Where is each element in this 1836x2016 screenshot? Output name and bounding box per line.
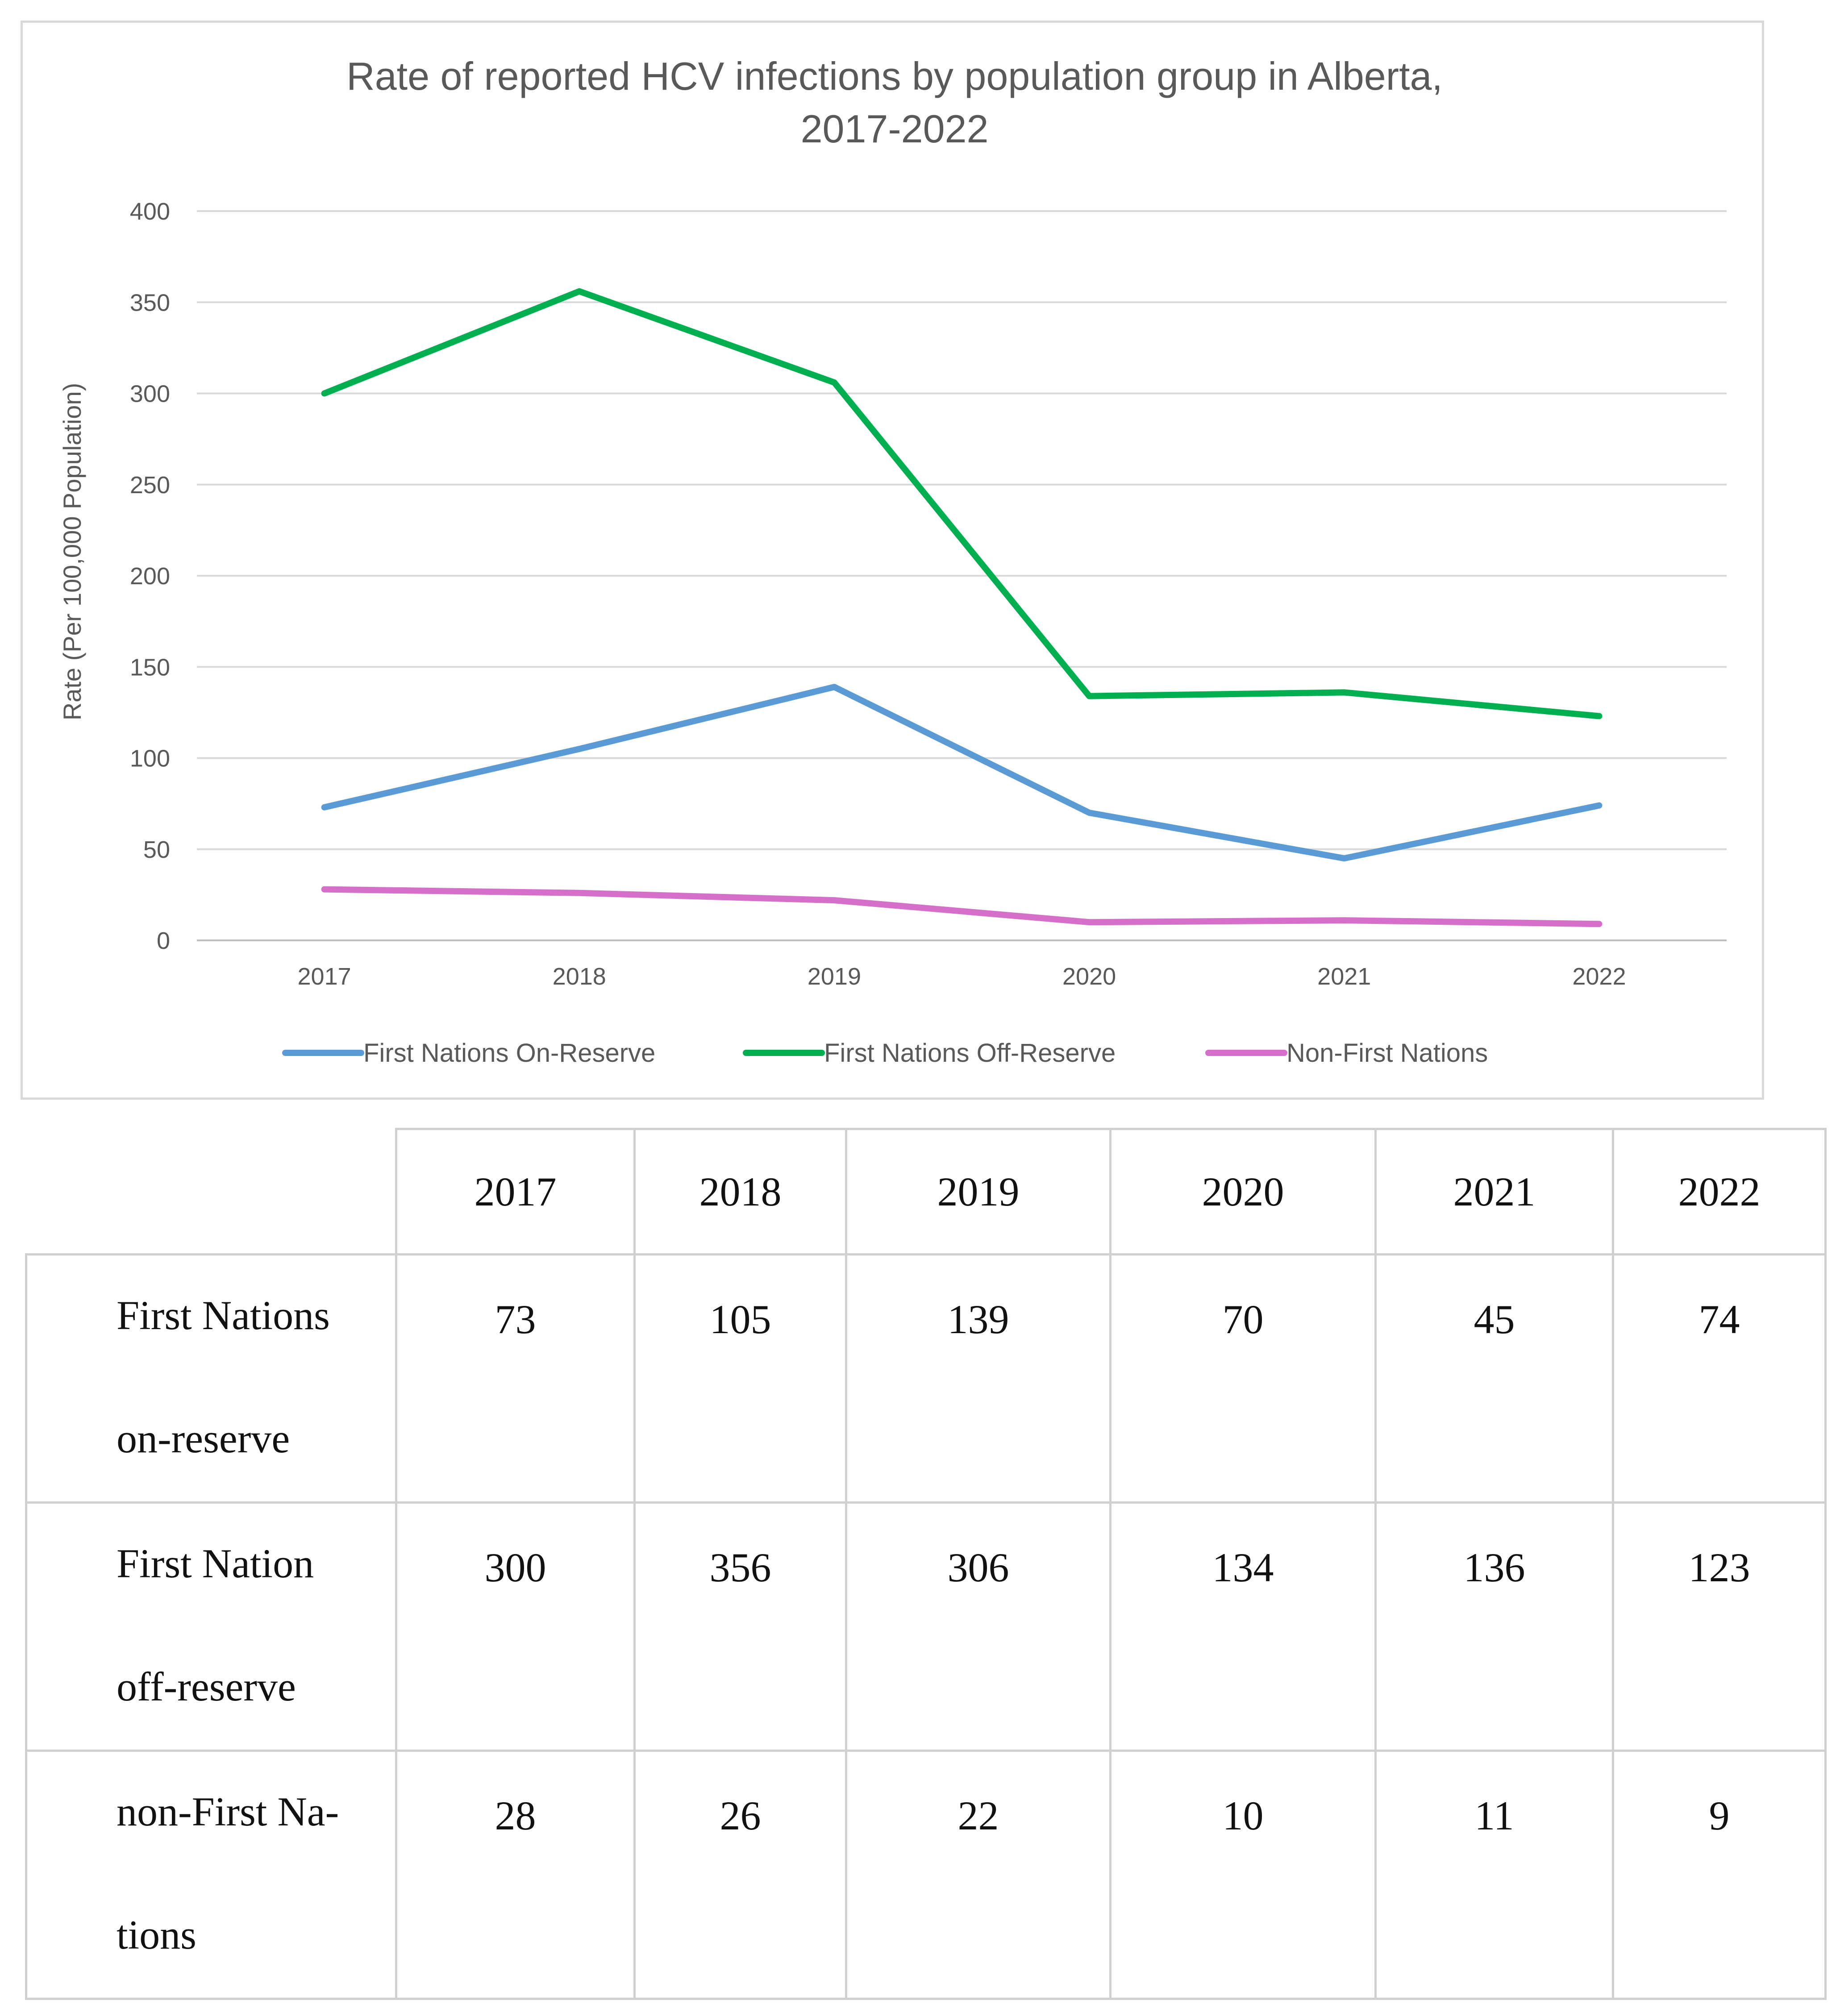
y-tick-label: 400 — [130, 198, 170, 225]
table-row: First Nations on-reserve 73 105 139 70 4… — [25, 1253, 1827, 1504]
row-label: First Nations on-reserve — [25, 1253, 397, 1504]
table-corner-cell — [26, 1129, 397, 1255]
table-cell: 134 — [1109, 1501, 1377, 1752]
x-tick-label: 2019 — [808, 963, 861, 990]
table-cell: 70 — [1109, 1253, 1377, 1504]
y-axis-ticks: 0 50 100 150 200 250 300 350 400 — [130, 198, 170, 954]
row-label: First Nation off-reserve — [25, 1501, 397, 1752]
y-tick-label: 150 — [130, 654, 170, 681]
legend-label: First Nations Off-Reserve — [824, 1039, 1116, 1068]
x-tick-label: 2021 — [1317, 963, 1371, 990]
x-tick-label: 2020 — [1062, 963, 1116, 990]
row-label-line: tions — [117, 1912, 196, 1958]
row-label-line: First Nation — [117, 1541, 314, 1586]
y-tick-label: 50 — [143, 836, 170, 863]
row-label-line: First Nations — [117, 1293, 330, 1338]
table-header-cell: 2020 — [1109, 1128, 1377, 1255]
table-row: non-First Na- tions 28 26 22 10 11 9 — [25, 1750, 1827, 2000]
gridlines — [197, 210, 1727, 941]
y-tick-label: 0 — [157, 927, 170, 954]
x-tick-label: 2017 — [298, 963, 351, 990]
y-tick-label: 250 — [130, 472, 170, 499]
row-label-line: on-reserve — [117, 1416, 290, 1461]
chart-title: Rate of reported HCV infections by popul… — [346, 54, 1443, 151]
y-tick-label: 200 — [130, 563, 170, 590]
table-cell: 356 — [633, 1501, 847, 1752]
y-tick-label: 300 — [130, 381, 170, 407]
x-tick-label: 2022 — [1572, 963, 1626, 990]
table-cell: 45 — [1374, 1253, 1614, 1504]
table-cell: 9 — [1612, 1750, 1827, 2000]
table-cell: 73 — [395, 1253, 636, 1504]
table-cell: 11 — [1374, 1750, 1614, 2000]
series-lines — [321, 288, 1603, 927]
table-cell: 26 — [633, 1750, 847, 2000]
data-table: 2017 2018 2019 2020 2021 2022 First Nati… — [25, 1128, 1827, 2000]
table-cell: 306 — [845, 1501, 1112, 1752]
table-cell: 105 — [633, 1253, 847, 1504]
row-label: non-First Na- tions — [25, 1750, 397, 2000]
series-line — [321, 288, 1603, 719]
table-cell: 22 — [845, 1750, 1112, 2000]
y-tick-label: 100 — [130, 745, 170, 772]
table-cell: 74 — [1612, 1253, 1827, 1504]
y-tick-label: 350 — [130, 289, 170, 316]
table-cell: 139 — [845, 1253, 1112, 1504]
x-axis-ticks: 2017 2018 2019 2020 2021 2022 — [298, 963, 1626, 990]
table-header-cell: 2021 — [1374, 1128, 1614, 1255]
table-cell: 123 — [1612, 1501, 1827, 1752]
line-chart: Rate of reported HCV infections by popul… — [58, 54, 1727, 1068]
table-cell: 10 — [1109, 1750, 1377, 2000]
table-header-cell: 2018 — [633, 1128, 847, 1255]
table-header-row: 2017 2018 2019 2020 2021 2022 — [26, 1128, 1827, 1255]
chart-container: Rate of reported HCV infections by popul… — [21, 21, 1764, 1100]
series-line — [321, 684, 1603, 862]
table-cell: 28 — [395, 1750, 636, 2000]
x-tick-label: 2018 — [553, 963, 606, 990]
row-label-line: off-reserve — [117, 1664, 296, 1709]
chart-title-line: Rate of reported HCV infections by popul… — [346, 54, 1443, 98]
y-axis-title: Rate (Per 100,000 Population) — [58, 383, 86, 721]
legend-label: First Nations On-Reserve — [363, 1039, 655, 1068]
series-line — [321, 886, 1603, 927]
table-header-cell: 2022 — [1612, 1128, 1827, 1255]
table-cell: 136 — [1374, 1501, 1614, 1752]
legend-label: Non-First Nations — [1286, 1039, 1488, 1068]
row-label-line: non-First Na- — [117, 1789, 339, 1834]
table-header-cell: 2019 — [845, 1128, 1112, 1255]
legend: First Nations On-Reserve First Nations Of… — [282, 1039, 1488, 1068]
table-cell: 300 — [395, 1501, 636, 1752]
table-header-cell: 2017 — [395, 1128, 636, 1255]
table-row: First Nation off-reserve 300 356 306 134… — [25, 1501, 1827, 1752]
chart-title-line: 2017-2022 — [801, 107, 989, 151]
